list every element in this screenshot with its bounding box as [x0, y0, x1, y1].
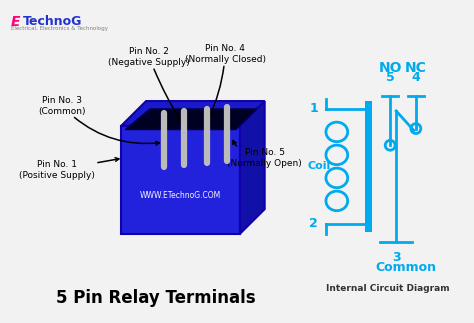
- Text: 3: 3: [392, 251, 401, 265]
- Bar: [365, 101, 373, 232]
- Text: WWW.ETechnoG.COM: WWW.ETechnoG.COM: [140, 192, 221, 200]
- Text: Coil: Coil: [308, 162, 331, 172]
- Text: Pin No. 4
(Normally Closed): Pin No. 4 (Normally Closed): [185, 44, 265, 117]
- Polygon shape: [125, 109, 257, 130]
- Text: Electrical, Electronics & Technology: Electrical, Electronics & Technology: [11, 26, 108, 31]
- Polygon shape: [121, 101, 264, 126]
- Text: NO: NO: [378, 60, 402, 75]
- Text: E: E: [11, 15, 20, 28]
- Text: 5: 5: [386, 71, 394, 84]
- Text: 5 Pin Relay Terminals: 5 Pin Relay Terminals: [56, 289, 256, 307]
- Text: 1: 1: [310, 102, 318, 115]
- Text: Pin No. 2
(Negative Supply): Pin No. 2 (Negative Supply): [108, 47, 190, 122]
- Text: TechnoG: TechnoG: [23, 15, 82, 27]
- Text: Pin No. 3
(Common): Pin No. 3 (Common): [38, 96, 159, 145]
- Text: NC: NC: [405, 60, 427, 75]
- Text: 4: 4: [411, 71, 420, 84]
- Text: 2: 2: [310, 217, 318, 230]
- Text: Common: Common: [375, 261, 437, 274]
- Polygon shape: [121, 126, 240, 234]
- Polygon shape: [240, 101, 264, 234]
- Text: Pin No. 5
(Normally Open): Pin No. 5 (Normally Open): [228, 141, 302, 168]
- Text: Pin No. 1
(Positive Supply): Pin No. 1 (Positive Supply): [19, 158, 119, 180]
- Text: Internal Circuit Diagram: Internal Circuit Diagram: [327, 284, 450, 293]
